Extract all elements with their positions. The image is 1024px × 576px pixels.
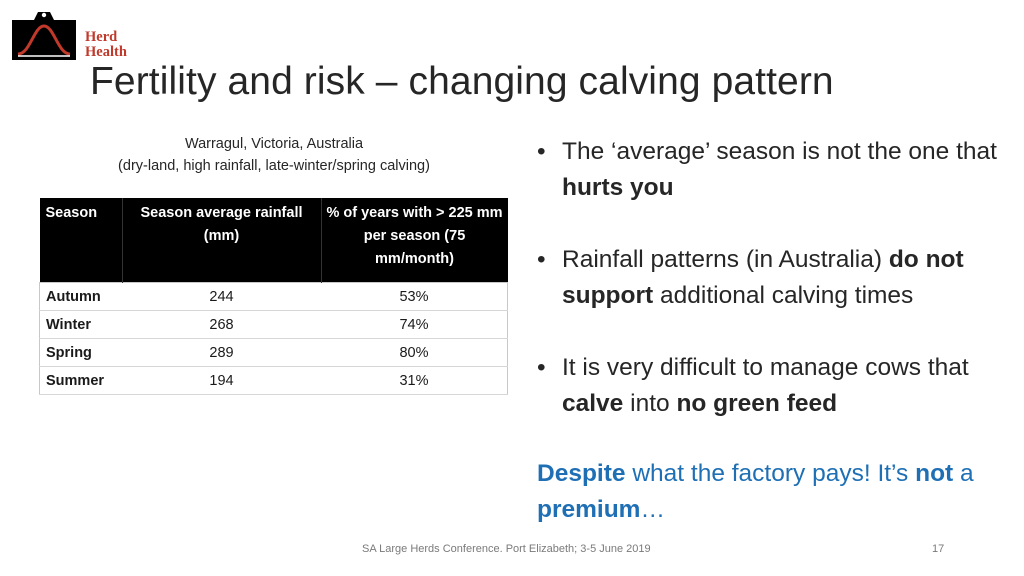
page-number: 17 bbox=[932, 543, 945, 555]
pct-cell: 53% bbox=[321, 282, 508, 311]
bullet-text: into bbox=[623, 390, 677, 417]
header-average-rainfall: Season average rainfall (mm) bbox=[121, 198, 321, 283]
caption-line-2: (dry-land, high rainfall, late-winter/sp… bbox=[118, 158, 430, 174]
caption-line-1: Warragul, Victoria, Australia bbox=[184, 136, 364, 152]
pct-cell: 31% bbox=[321, 366, 508, 395]
bullet-item: • Rainfall patterns (in Australia) do no… bbox=[537, 242, 1017, 314]
bullet-emphasis: do not support bbox=[562, 246, 964, 309]
slide-title: Fertility and risk – changing calving pa… bbox=[90, 60, 834, 103]
logo-line-1: Herd bbox=[85, 29, 118, 45]
herd-health-logo: Herd Health bbox=[8, 6, 138, 64]
bell-curve-icon bbox=[12, 12, 76, 60]
note-text: what the factory pays! It’s bbox=[625, 460, 916, 487]
rainfall-cell: 194 bbox=[122, 366, 321, 395]
logo-line-2: Health bbox=[85, 44, 127, 60]
table-header-row: Season Season average rainfall (mm) % of… bbox=[39, 198, 508, 283]
rainfall-cell: 268 bbox=[122, 310, 321, 339]
bullet-emphasis: hurts you bbox=[562, 174, 674, 201]
rainfall-table: Season Season average rainfall (mm) % of… bbox=[39, 198, 508, 395]
table-row: Summer 194 31% bbox=[39, 366, 508, 395]
bullet-text: additional calving times bbox=[653, 282, 914, 309]
bullet-dot-icon: • bbox=[537, 246, 546, 273]
note-emphasis: not bbox=[915, 460, 954, 487]
pct-cell: 74% bbox=[321, 310, 508, 339]
bullet-emphasis: calve bbox=[562, 390, 624, 417]
note-emphasis: premium bbox=[537, 496, 641, 523]
season-cell: Winter bbox=[39, 310, 122, 339]
season-cell: Autumn bbox=[39, 282, 122, 311]
bullet-item: • It is very difficult to manage cows th… bbox=[537, 350, 1017, 422]
season-cell: Summer bbox=[39, 366, 122, 395]
season-cell: Spring bbox=[39, 338, 122, 367]
bullet-list: • The ‘average’ season is not the one th… bbox=[537, 134, 1017, 458]
note-text: a bbox=[953, 460, 974, 487]
bullet-emphasis: no green feed bbox=[676, 390, 838, 417]
pct-cell: 80% bbox=[321, 338, 508, 367]
header-season: Season bbox=[39, 198, 122, 283]
table-row: Autumn 244 53% bbox=[39, 282, 508, 311]
table-row: Spring 289 80% bbox=[39, 338, 508, 367]
note-text: … bbox=[640, 496, 665, 523]
table-row: Winter 268 74% bbox=[39, 310, 508, 339]
rainfall-cell: 244 bbox=[122, 282, 321, 311]
table-caption: Warragul, Victoria, Australia (dry-land,… bbox=[40, 133, 508, 177]
note-emphasis: Despite bbox=[537, 460, 626, 487]
bullet-text: It is very difficult to manage cows that bbox=[562, 354, 969, 381]
bullet-item: • The ‘average’ season is not the one th… bbox=[537, 134, 1017, 206]
factory-note: Despite what the factory pays! It’s not … bbox=[537, 456, 1017, 528]
bullet-dot-icon: • bbox=[537, 138, 546, 165]
bullet-text: Rainfall patterns (in Australia) bbox=[562, 246, 889, 273]
bullet-text: The ‘average’ season is not the one that bbox=[562, 138, 997, 165]
header-pct-years: % of years with > 225 mm per season (75 … bbox=[320, 198, 508, 283]
logo-text: Herd Health bbox=[85, 30, 127, 60]
bullet-dot-icon: • bbox=[537, 354, 546, 381]
footer-text: SA Large Herds Conference. Port Elizabet… bbox=[362, 543, 651, 555]
rainfall-cell: 289 bbox=[122, 338, 321, 367]
